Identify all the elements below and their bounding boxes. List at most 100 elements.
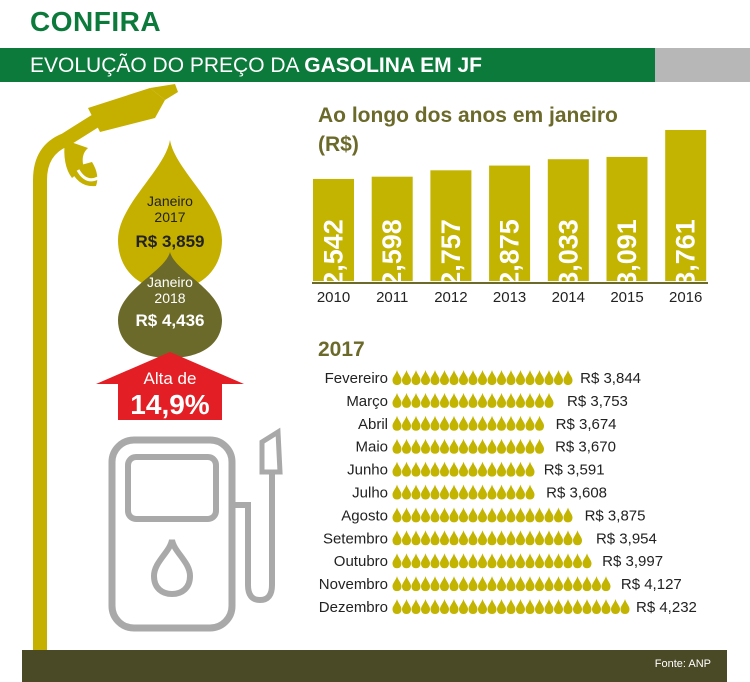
drop-mark bbox=[535, 392, 544, 408]
drop-mark bbox=[392, 507, 402, 523]
chart-months: Fevereiro R$ 3,844 Março R$ 3,753 Abril R$ 3,… bbox=[319, 370, 697, 616]
drop-mark bbox=[573, 530, 582, 546]
drop-mark bbox=[402, 553, 411, 569]
drop-mark bbox=[506, 553, 516, 569]
drop-mark bbox=[516, 553, 525, 569]
month-label: Julho bbox=[352, 485, 388, 502]
drop-mark bbox=[487, 576, 497, 592]
drop-mark bbox=[535, 553, 544, 569]
drop-mark bbox=[516, 438, 525, 454]
year-bar-2014 bbox=[547, 159, 589, 281]
drop-mark bbox=[525, 599, 535, 614]
drop-mark bbox=[506, 484, 516, 500]
drop-mark bbox=[402, 461, 411, 477]
drop-mark bbox=[430, 484, 440, 500]
drop-mark bbox=[582, 553, 592, 569]
drop-mark bbox=[411, 370, 421, 385]
drop-mark bbox=[535, 576, 544, 592]
month-label: Abril bbox=[358, 416, 388, 433]
drop-mark bbox=[468, 392, 478, 408]
drop-mark bbox=[516, 370, 525, 385]
drop-mark bbox=[487, 530, 497, 546]
drop-mark bbox=[487, 392, 497, 408]
drop-mark bbox=[392, 461, 402, 477]
drop-mark bbox=[525, 370, 535, 385]
drop-mark bbox=[478, 507, 487, 523]
drop-mark bbox=[440, 507, 449, 523]
drop-mark bbox=[421, 370, 430, 385]
drop-mark bbox=[478, 530, 487, 546]
drop-mark bbox=[440, 553, 449, 569]
drop-mark bbox=[611, 599, 620, 614]
drop-mark bbox=[497, 438, 506, 454]
drop-jan2017 bbox=[118, 140, 222, 290]
drop-mark bbox=[554, 370, 563, 385]
drop-mark bbox=[459, 370, 468, 385]
year-bar-2010 bbox=[313, 178, 354, 281]
month-value-label: R$ 4,127 bbox=[621, 576, 682, 593]
drop-mark bbox=[449, 530, 459, 546]
drop-mark bbox=[592, 576, 601, 592]
nozzle-tip bbox=[150, 84, 178, 100]
month-bar-7 bbox=[392, 530, 582, 546]
drop-mark bbox=[582, 576, 592, 592]
drop-mark bbox=[563, 507, 573, 523]
month-label: Maio bbox=[355, 439, 388, 456]
year-tick-label: 2014 bbox=[552, 289, 585, 306]
drop-mark bbox=[478, 599, 487, 614]
drop-mark bbox=[506, 461, 516, 477]
year-tick-label: 2012 bbox=[434, 289, 467, 306]
increase-arrow-icon bbox=[96, 352, 244, 420]
month-label: Fevereiro bbox=[325, 370, 388, 387]
year-bar-value-label: 2,757 bbox=[436, 219, 466, 287]
drop-mark bbox=[516, 484, 525, 500]
month-bar-10 bbox=[392, 599, 630, 614]
drop-mark bbox=[392, 415, 402, 431]
drop-mark bbox=[402, 415, 411, 431]
drop-mark bbox=[421, 507, 430, 523]
drop-mark bbox=[468, 553, 478, 569]
drop-mark bbox=[392, 484, 402, 500]
drop-mark bbox=[430, 370, 440, 385]
drop-mark bbox=[582, 599, 592, 614]
drop-mark bbox=[554, 507, 563, 523]
drop-mark bbox=[392, 438, 402, 454]
drop-mark bbox=[449, 507, 459, 523]
subtitle-bar-green bbox=[0, 48, 655, 82]
drop-mark bbox=[468, 370, 478, 385]
drop-mark bbox=[516, 576, 525, 592]
month-value-label: R$ 3,753 bbox=[567, 393, 628, 410]
drop-mark bbox=[402, 392, 411, 408]
drop-mark bbox=[411, 484, 421, 500]
drop-mark bbox=[421, 553, 430, 569]
drop-mark bbox=[459, 438, 468, 454]
drop-mark bbox=[459, 461, 468, 477]
drop-mark bbox=[525, 392, 535, 408]
drop-mark bbox=[468, 507, 478, 523]
drop-mark bbox=[421, 438, 430, 454]
drop-mark bbox=[459, 484, 468, 500]
drop-mark bbox=[544, 530, 554, 546]
fuel-nozzle-illustration bbox=[33, 84, 178, 657]
month-label: Setembro bbox=[323, 530, 388, 547]
chart-years-subtitle: (R$) bbox=[318, 133, 359, 156]
drop-mark bbox=[402, 576, 411, 592]
drop-mark bbox=[421, 415, 430, 431]
month-value-label: R$ 3,674 bbox=[556, 416, 617, 433]
drop-mark bbox=[487, 484, 497, 500]
drop-mark bbox=[535, 370, 544, 385]
hose-line bbox=[33, 111, 107, 657]
drop-mark bbox=[430, 392, 440, 408]
drop-mark bbox=[592, 599, 601, 614]
month-bar-5 bbox=[392, 484, 535, 500]
drop-mark bbox=[459, 576, 468, 592]
drop-mark bbox=[392, 392, 402, 408]
year-bar-2015 bbox=[606, 156, 648, 281]
drop-mark bbox=[497, 370, 506, 385]
year-tick-label: 2015 bbox=[610, 289, 643, 306]
drop-mark bbox=[468, 438, 478, 454]
year-bar-value-label: 2,875 bbox=[495, 219, 525, 287]
drop-mark bbox=[449, 484, 459, 500]
year-bar-2016 bbox=[665, 130, 707, 281]
drop-mark bbox=[449, 599, 459, 614]
